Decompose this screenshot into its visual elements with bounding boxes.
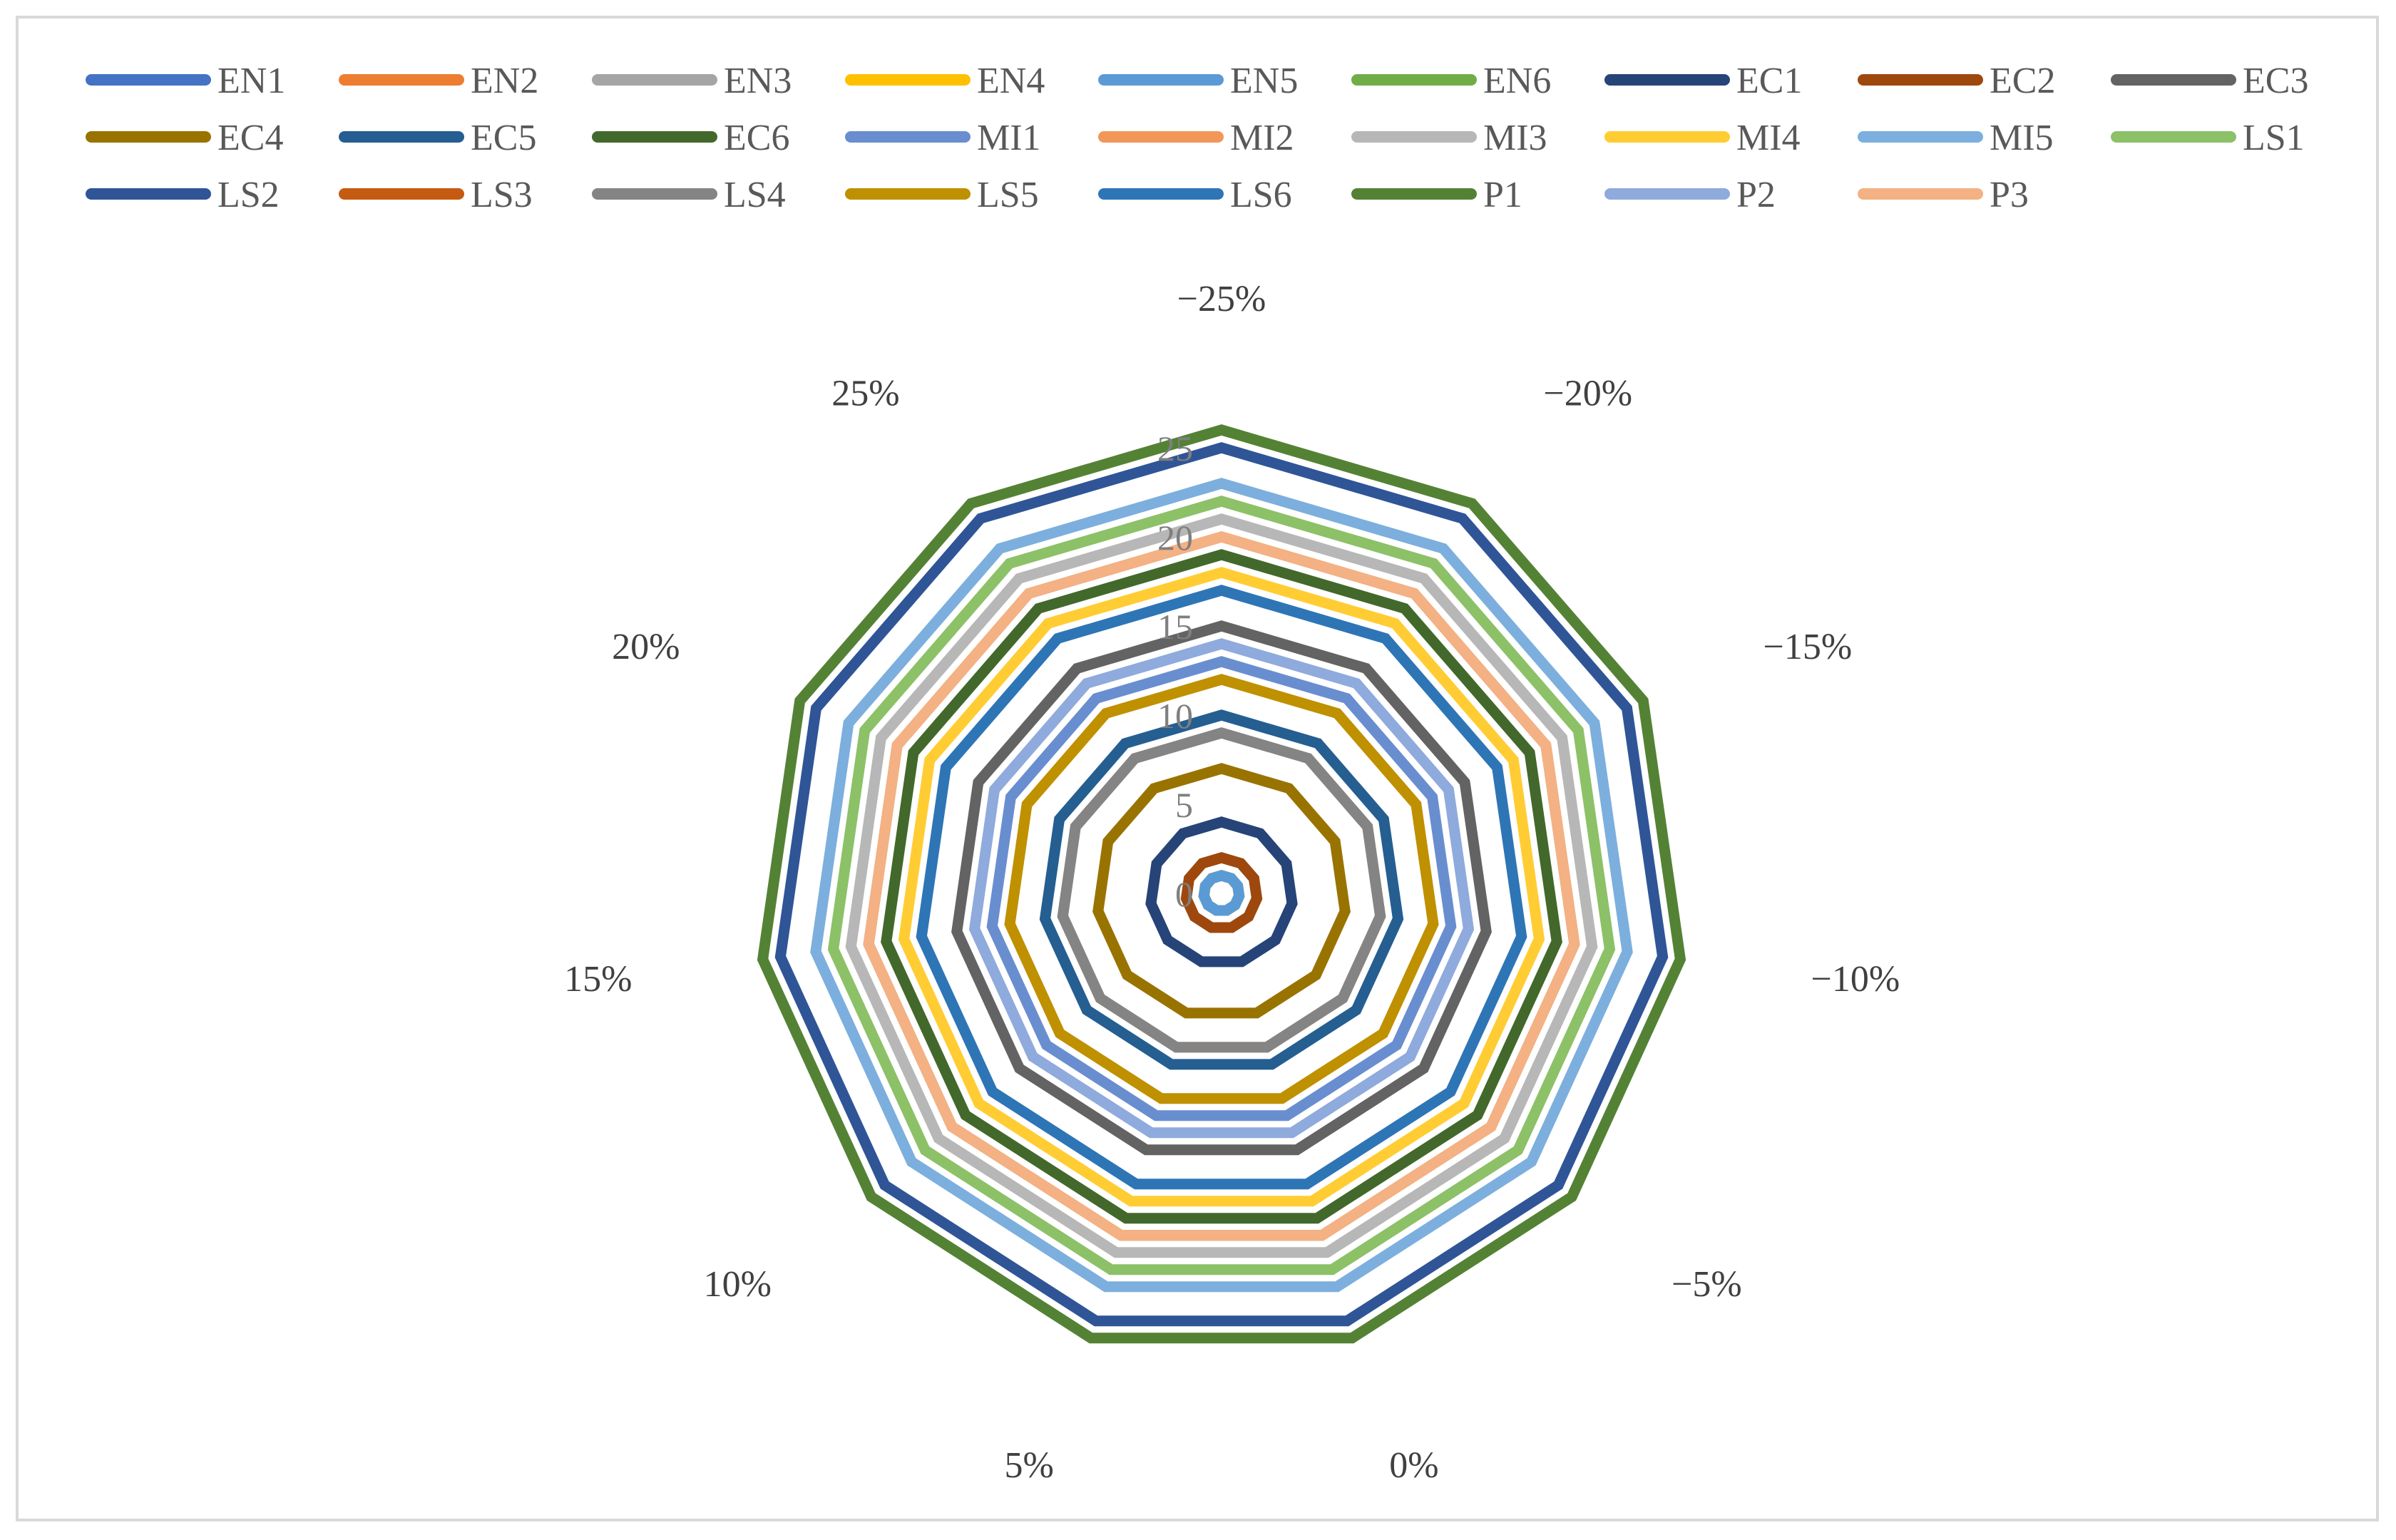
legend-item-p3[interactable]: P3 xyxy=(1858,175,2029,215)
series-rings-layer xyxy=(757,424,1686,1344)
legend-label: EN4 xyxy=(977,61,1045,101)
legend-item-en4[interactable]: EN4 xyxy=(845,61,1045,101)
legend-label: P3 xyxy=(1990,175,2029,215)
series-ring-ls5 xyxy=(1004,674,1439,1104)
series-ring-mi5 xyxy=(810,478,1633,1293)
legend-item-ec4[interactable]: EC4 xyxy=(86,118,283,158)
legend-label: EC1 xyxy=(1736,61,1802,101)
legend-label: P2 xyxy=(1736,175,1776,215)
legend-item-ls5[interactable]: LS5 xyxy=(845,175,1039,215)
legend-item-en2[interactable]: EN2 xyxy=(339,61,538,101)
category-label: −15% xyxy=(1763,627,1853,667)
legend-item-ls3[interactable]: LS3 xyxy=(339,175,533,215)
legend-label: LS2 xyxy=(217,175,280,215)
series-ring-en5 xyxy=(1198,870,1245,916)
legend-item-p2[interactable]: P2 xyxy=(1604,175,1776,215)
legend-label: MI4 xyxy=(1736,118,1801,158)
series-ring-ls1 xyxy=(827,496,1616,1275)
category-label: 20% xyxy=(612,627,680,667)
series-ring-mi3 xyxy=(845,513,1598,1258)
legend-item-ls1[interactable]: LS1 xyxy=(2111,118,2305,158)
legend-label: EC3 xyxy=(2243,61,2308,101)
series-ring-ec4 xyxy=(1092,763,1351,1019)
legend-label: MI5 xyxy=(1990,118,2054,158)
radial-tick-label: 20 xyxy=(1157,518,1193,558)
radial-tick-label: 10 xyxy=(1157,696,1193,736)
legend-item-en5[interactable]: EN5 xyxy=(1098,61,1298,101)
legend-item-mi2[interactable]: MI2 xyxy=(1098,118,1294,158)
series-ring-mi4 xyxy=(898,567,1545,1207)
series-ring-p2 xyxy=(968,638,1475,1139)
legend-label: P1 xyxy=(1483,175,1522,215)
legend-item-ls2[interactable]: LS2 xyxy=(86,175,280,215)
legend-item-en6[interactable]: EN6 xyxy=(1351,61,1551,101)
legend: EN1 EN2 EN3 EN4 EN5 EN6 EC1 EC2 EC3 EC4 EC5 EC6 MI1 M… xyxy=(86,61,2308,215)
legend-label: EN3 xyxy=(724,61,792,101)
category-label: 25% xyxy=(831,374,899,414)
legend-label: EN6 xyxy=(1483,61,1551,101)
legend-item-ec2[interactable]: EC2 xyxy=(1858,61,2055,101)
series-ring-ls4 xyxy=(1057,727,1386,1053)
legend-item-mi1[interactable]: MI1 xyxy=(845,118,1041,158)
series-ring-p3 xyxy=(863,531,1580,1241)
series-ring-ec2 xyxy=(1180,852,1263,933)
legend-label: LS3 xyxy=(471,175,533,215)
legend-item-ec6[interactable]: EC6 xyxy=(592,118,789,158)
series-ring-ec6 xyxy=(881,549,1562,1224)
series-ring-ec3 xyxy=(951,620,1492,1156)
category-label: −25% xyxy=(1177,279,1266,319)
radial-tick-label: 0 xyxy=(1175,874,1193,914)
series-ring-p1 xyxy=(757,424,1686,1344)
legend-item-ec5[interactable]: EC5 xyxy=(339,118,536,158)
legend-label: MI1 xyxy=(977,118,1041,158)
series-ring-mi1 xyxy=(986,656,1457,1121)
series-ring-ls2 xyxy=(774,442,1669,1327)
legend-label: EN2 xyxy=(471,61,538,101)
category-label: 0% xyxy=(1389,1445,1438,1486)
legend-label: EC4 xyxy=(217,118,283,158)
legend-item-en1[interactable]: EN1 xyxy=(86,61,285,101)
category-label: −5% xyxy=(1671,1264,1742,1305)
legend-item-ec3[interactable]: EC3 xyxy=(2111,61,2308,101)
legend-item-mi3[interactable]: MI3 xyxy=(1351,118,1547,158)
category-label: 15% xyxy=(564,959,632,1000)
radial-tick-labels-layer: 0 5 10 15 20 25 xyxy=(1157,428,1193,914)
legend-label: LS6 xyxy=(1230,175,1292,215)
legend-label: LS4 xyxy=(724,175,786,215)
legend-label: EC5 xyxy=(471,118,536,158)
legend-item-p1[interactable]: P1 xyxy=(1351,175,1522,215)
category-labels-layer: −25% −20% −15% −10% −5% 0% 5% 10% 15% 20% 25% xyxy=(564,279,1900,1486)
radial-tick-label: 15 xyxy=(1157,607,1193,647)
radial-tick-label: 25 xyxy=(1157,428,1193,468)
radial-tick-label: 5 xyxy=(1175,785,1193,825)
category-label: −10% xyxy=(1811,959,1900,1000)
series-ring-ls6 xyxy=(916,585,1527,1190)
legend-label: LS1 xyxy=(2243,118,2305,158)
legend-item-mi5[interactable]: MI5 xyxy=(1858,118,2054,158)
legend-item-en3[interactable]: EN3 xyxy=(592,61,792,101)
legend-label: MI2 xyxy=(1230,118,1294,158)
series-ring-ec1 xyxy=(1145,816,1298,967)
legend-item-ls4[interactable]: LS4 xyxy=(592,175,786,215)
legend-label: EC2 xyxy=(1990,61,2055,101)
legend-item-mi4[interactable]: MI4 xyxy=(1604,118,1801,158)
series-ring-ec5 xyxy=(1039,709,1404,1070)
legend-item-ec1[interactable]: EC1 xyxy=(1604,61,1802,101)
category-label: −20% xyxy=(1543,374,1632,414)
category-label: 5% xyxy=(1004,1445,1053,1486)
legend-label: EN5 xyxy=(1230,61,1298,101)
legend-label: MI3 xyxy=(1483,118,1547,158)
legend-label: EC6 xyxy=(724,118,789,158)
legend-label: LS5 xyxy=(977,175,1039,215)
category-label: 10% xyxy=(704,1264,772,1305)
legend-item-ls6[interactable]: LS6 xyxy=(1098,175,1292,215)
legend-label: EN1 xyxy=(217,61,285,101)
